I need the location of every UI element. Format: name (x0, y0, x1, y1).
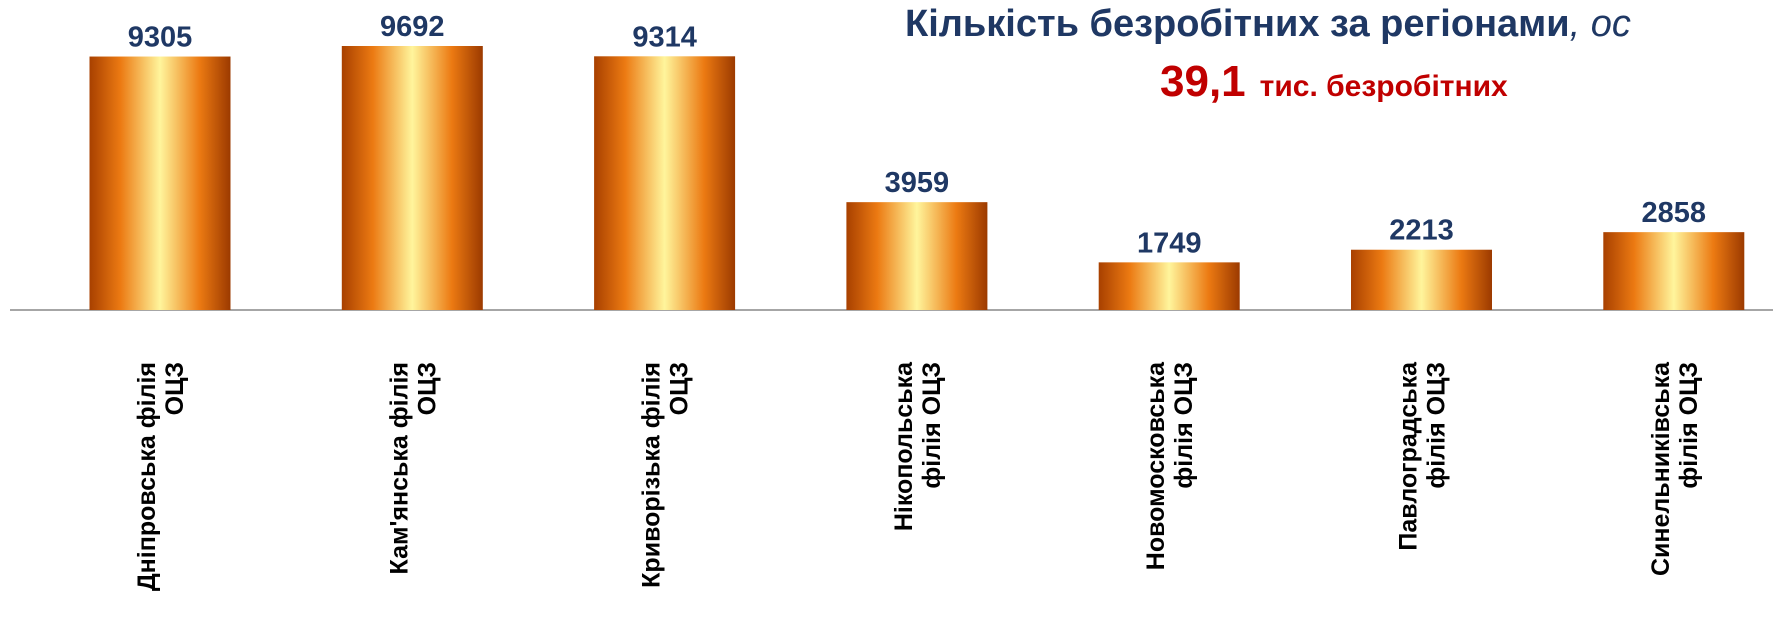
value-label: 2858 (1642, 197, 1707, 229)
x-tick-label-line: філія ОЦЗ (1170, 362, 1198, 489)
x-tick-label-line: філія ОЦЗ (1423, 362, 1451, 489)
value-label: 2213 (1389, 215, 1454, 247)
x-tick-label: Синельниківська філія ОЦЗ (1647, 361, 1703, 576)
bar (341, 46, 483, 310)
bar (89, 56, 231, 311)
x-tick-label-line: Кам'янська філія (385, 362, 413, 574)
title-suffix: , ос (1570, 3, 1631, 45)
x-tick-label-line: Криворізька філія (638, 362, 666, 588)
x-tick-label: Дніпровська філія ОЦЗ (133, 362, 189, 591)
x-tick-label: Нікопольська філія ОЦЗ (890, 361, 946, 531)
bar (594, 56, 736, 310)
value-label: 9314 (632, 21, 697, 53)
x-tick-label-line: ОЦЗ (666, 362, 694, 415)
x-tick-label-line: філія ОЦЗ (1675, 362, 1703, 489)
title: Кількість безробітних за регіонами (905, 3, 1570, 45)
x-tick-label-line: ОЦЗ (161, 362, 189, 415)
x-tick-label: Павлоградська філія ОЦЗ (1395, 361, 1451, 551)
chart-title: Кількість безробітних за регіонами, ос (905, 3, 1631, 45)
value-label: 9305 (128, 22, 193, 54)
subtitle-number: 39,1 (1160, 57, 1246, 106)
x-tick-label: Новомосковська філія ОЦЗ (1142, 361, 1198, 570)
x-tick-label-line: Дніпровська філія (133, 362, 161, 591)
x-tick-label-line: філія ОЦЗ (918, 362, 946, 489)
x-tick-label: Криворізька філія ОЦЗ (638, 362, 694, 588)
x-tick-label-line: ОЦЗ (413, 362, 441, 415)
subtitle-text: тис. безробітних (1260, 70, 1508, 103)
bar (1351, 249, 1492, 310)
x-tick-label-line: Новомосковська (1142, 361, 1170, 570)
bar (1098, 262, 1240, 310)
value-label: 1749 (1137, 227, 1202, 259)
x-tick-label-line: Нікопольська (890, 361, 918, 531)
x-tick-label: Кам'янська філія ОЦЗ (385, 362, 441, 574)
bar (1603, 232, 1745, 310)
x-tick-label-line: Синельниківська (1647, 361, 1675, 576)
chart-subtitle: 39,1 тис. безробітних (1160, 57, 1508, 106)
x-tick-label-line: Павлоградська (1395, 361, 1423, 551)
bar (846, 202, 988, 310)
value-label: 9692 (380, 11, 445, 43)
value-label: 3959 (885, 167, 950, 199)
